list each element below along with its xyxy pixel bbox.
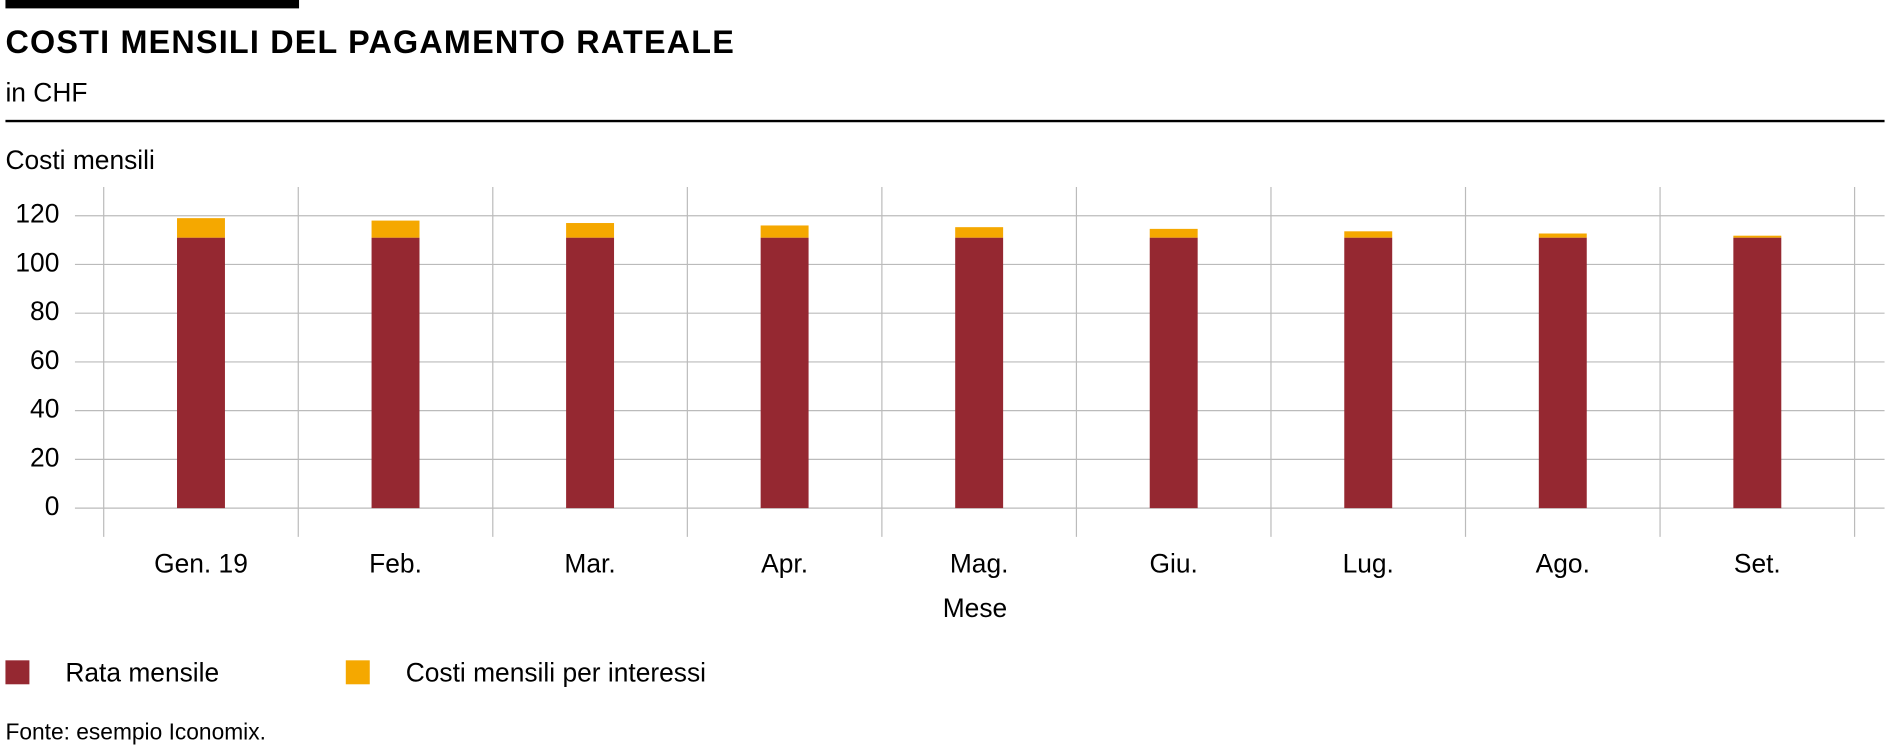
bar-segment: [1344, 237, 1393, 509]
bar-segment: [760, 237, 809, 509]
y-tick-label: 0: [45, 491, 60, 521]
x-axis-label: Mese: [943, 593, 1007, 623]
y-tick-label: 80: [30, 296, 59, 326]
bar-segment: [760, 225, 809, 238]
legend-swatch: [5, 660, 30, 685]
x-tick-label: Set.: [1734, 549, 1781, 579]
bar-segment: [1733, 237, 1782, 509]
x-tick-label: Ago.: [1536, 549, 1590, 579]
chart-subtitle: in CHF: [5, 78, 87, 108]
source: Fonte: esempio Iconomix.: [5, 718, 265, 744]
x-tick-label: Mar.: [564, 549, 615, 579]
separator: [5, 119, 1885, 123]
bar-segment: [955, 227, 1004, 238]
y-tick-label: 60: [30, 345, 59, 375]
bar-segment: [566, 237, 615, 509]
x-tick-label: Feb.: [369, 549, 422, 579]
x-tick-label: Giu.: [1150, 549, 1198, 579]
bar-segment: [566, 223, 615, 238]
bar-segment: [1733, 235, 1782, 238]
x-tick-label: Apr.: [761, 549, 808, 579]
x-tick-label: Mag.: [950, 549, 1009, 579]
y-tick-label: 40: [30, 394, 59, 424]
bar-segment: [1538, 233, 1587, 238]
x-tick-label: Lug.: [1343, 549, 1394, 579]
chart-title: COSTI MENSILI DEL PAGAMENTO RATEALE: [5, 24, 735, 60]
bar-segment: [955, 237, 1004, 509]
y-axis-label: Costi mensili: [5, 145, 154, 175]
legend-swatch: [345, 660, 370, 685]
legend-label: Rata mensile: [65, 658, 219, 688]
bar-segment: [177, 237, 225, 509]
bar-segment: [1344, 231, 1393, 238]
bar-segment: [371, 237, 420, 509]
x-tick-label: Gen. 19: [154, 549, 248, 579]
bar-segment: [371, 220, 420, 238]
bar-segment: [1149, 228, 1198, 238]
bar-segment: [1149, 237, 1198, 509]
legend-label: Costi mensili per interessi: [406, 658, 706, 688]
title-bar: [5, 0, 300, 9]
y-tick-label: 100: [15, 247, 59, 277]
bar-segment: [1538, 237, 1587, 509]
y-tick-label: 20: [30, 442, 59, 472]
bar-segment: [177, 218, 225, 238]
y-tick-label: 120: [15, 199, 59, 229]
